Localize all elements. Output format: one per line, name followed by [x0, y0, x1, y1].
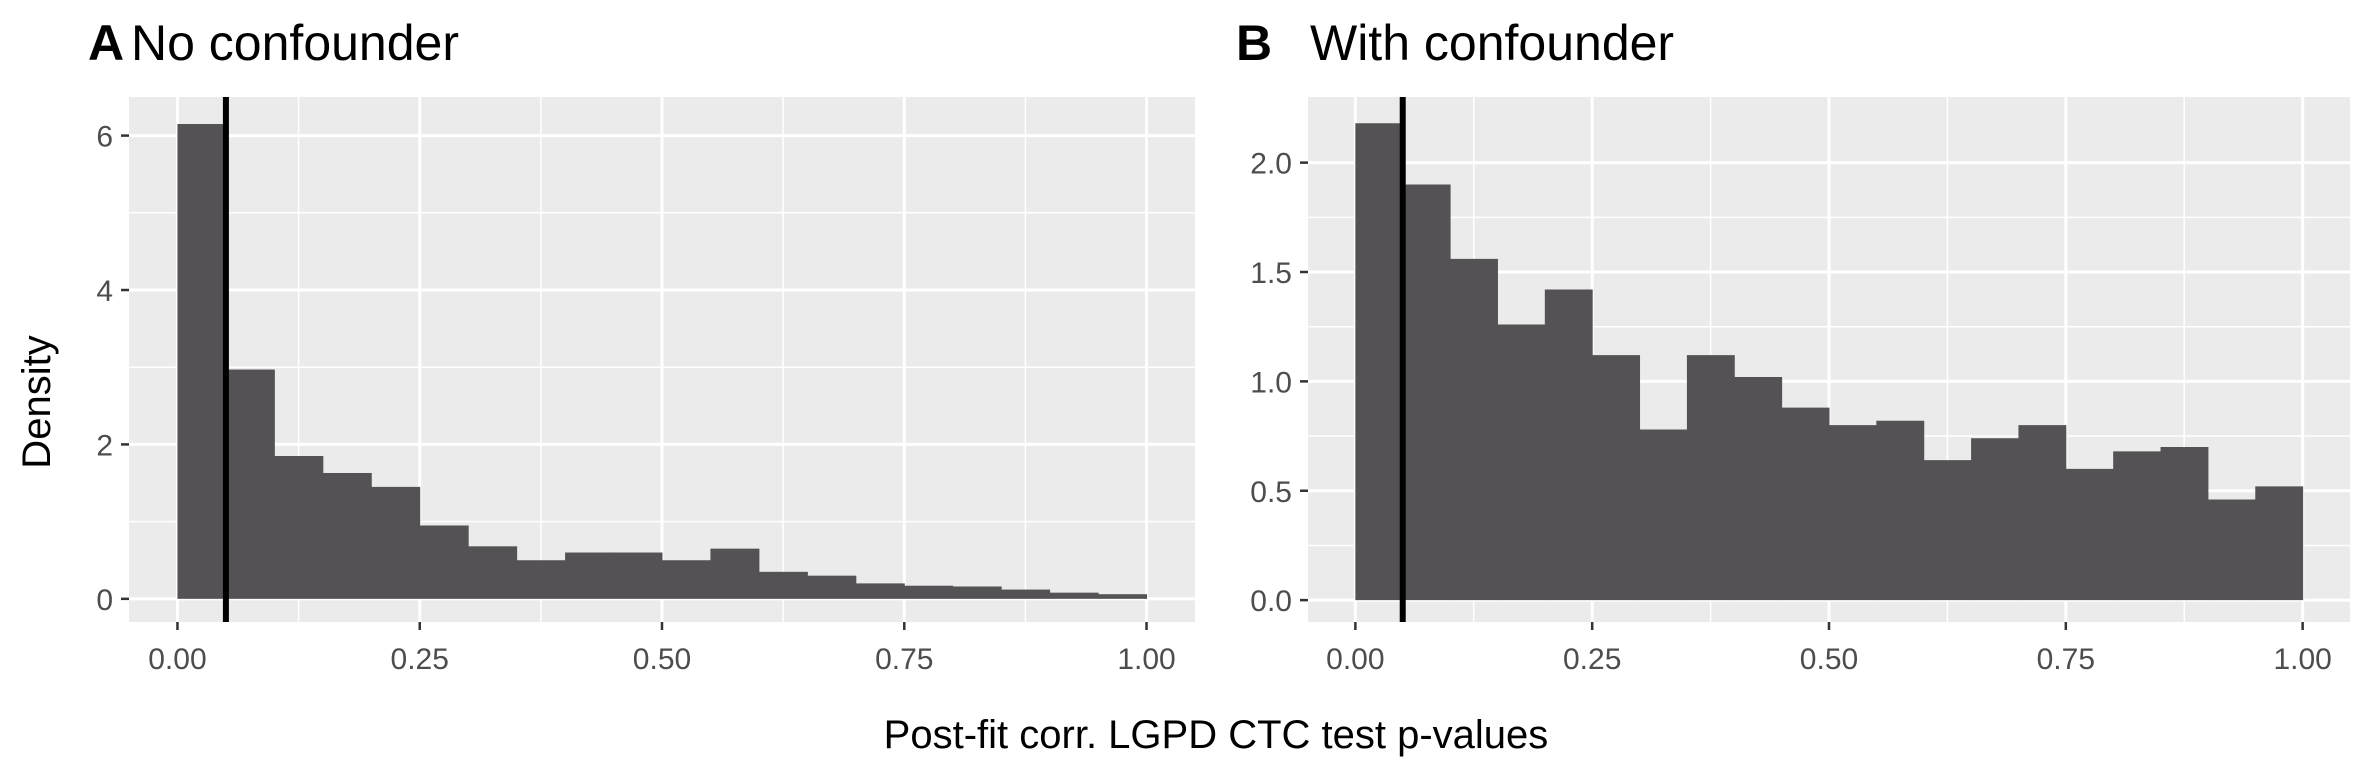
- histogram-bar: [1592, 355, 1641, 601]
- y-tick-label: 1.5: [1250, 257, 1292, 290]
- y-tick-label: 6: [96, 121, 113, 154]
- histogram-bar: [371, 486, 421, 599]
- histogram-bar: [1971, 438, 2019, 601]
- y-tick-label: 1.0: [1250, 366, 1292, 399]
- panel-tag: B: [1236, 15, 1272, 71]
- histogram-bar: [2160, 447, 2209, 601]
- y-tick-label: 4: [96, 275, 113, 308]
- histogram-bar: [1450, 258, 1498, 601]
- panel-tag: A: [88, 15, 124, 71]
- histogram-bar: [1829, 425, 1877, 601]
- histogram-bar: [710, 548, 760, 599]
- histogram-bar: [613, 552, 663, 599]
- x-axis-title: Post-fit corr. LGPD CTC test p-values: [884, 713, 1549, 757]
- histogram-bar: [1923, 460, 1972, 601]
- histogram-bar: [1876, 420, 1925, 601]
- histogram-bar: [1001, 589, 1051, 599]
- x-tick-label: 1.00: [1117, 643, 1175, 676]
- histogram-bar: [904, 585, 954, 599]
- histogram-bar: [516, 560, 566, 599]
- histogram-bar: [225, 369, 275, 599]
- histogram-bar: [855, 583, 905, 599]
- histogram-bar: [1544, 289, 1593, 601]
- histogram-bar: [807, 575, 857, 599]
- y-tick-label: 2.0: [1250, 148, 1292, 181]
- histogram-bar: [1781, 407, 1830, 601]
- panel-title: No confounder: [131, 15, 459, 71]
- histogram-bar: [1355, 123, 1404, 601]
- histogram-bar: [2255, 486, 2304, 601]
- histogram-bar: [419, 525, 469, 599]
- histogram-bar: [1497, 324, 1546, 601]
- histogram-bar: [1686, 355, 1735, 601]
- y-axis-title: Density: [15, 335, 59, 468]
- y-tick-label: 0.5: [1250, 476, 1292, 509]
- x-tick-label: 0.25: [391, 643, 449, 676]
- x-tick-label: 1.00: [2273, 643, 2331, 676]
- x-tick-label: 0.25: [1563, 643, 1621, 676]
- panel-title: With confounder: [1310, 15, 1674, 71]
- histogram-bar: [274, 456, 324, 599]
- x-tick-label: 0.00: [1326, 643, 1384, 676]
- histogram-bar: [1734, 377, 1783, 601]
- y-tick-label: 2: [96, 429, 113, 462]
- histogram-bar: [322, 472, 372, 599]
- x-tick-label: 0.75: [875, 643, 933, 676]
- histogram-bar: [1098, 594, 1148, 599]
- panel-b: 0.00 0.25 0.50 0.75 1.00 0.0 0.5 1.0 1.5 2.0 B With…: [1236, 15, 2350, 676]
- histogram-bar: [2113, 451, 2162, 601]
- histogram-bar: [468, 546, 518, 599]
- histogram-bar: [1049, 592, 1099, 599]
- x-tick-label: 0.50: [1800, 643, 1858, 676]
- panel-a: 0.00 0.25 0.50 0.75 1.00 0 2 4 6 A No confounder: [88, 15, 1195, 676]
- histogram-bar: [2018, 425, 2067, 601]
- histogram-bar: [952, 586, 1002, 599]
- y-tick-label: 0.0: [1250, 585, 1292, 618]
- histogram-bar: [662, 560, 711, 599]
- x-tick-label: 0.00: [148, 643, 206, 676]
- histogram-bar: [177, 124, 227, 599]
- histogram-bar: [1402, 184, 1451, 601]
- x-tick-label: 0.50: [633, 643, 691, 676]
- y-tick-label: 0: [96, 584, 113, 617]
- histogram-bar: [565, 552, 615, 599]
- histogram-bar: [2207, 499, 2256, 601]
- x-tick-label: 0.75: [2037, 643, 2095, 676]
- histogram-bar: [1639, 429, 1688, 601]
- histogram-bar: [758, 571, 808, 599]
- histogram-bar: [2065, 468, 2114, 601]
